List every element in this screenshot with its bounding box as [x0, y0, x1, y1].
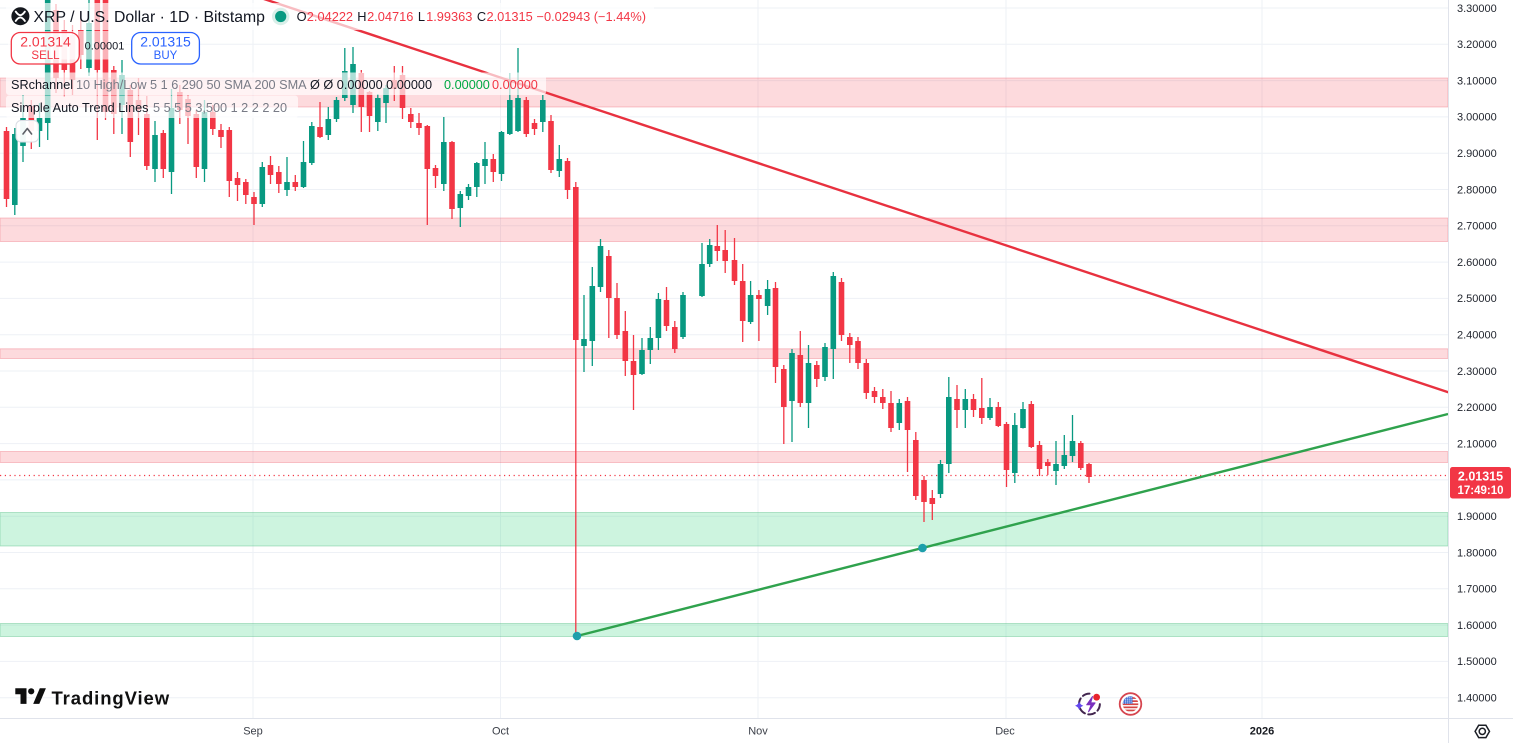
svg-text:2.01314: 2.01314 [20, 34, 71, 50]
svg-text:1.90000: 1.90000 [1457, 511, 1497, 523]
svg-text:5 5 5 5 3,500 1 2 2 2 20: 5 5 5 5 3,500 1 2 2 2 20 [153, 101, 287, 115]
svg-text:2.20000: 2.20000 [1457, 402, 1497, 414]
svg-text:H: H [357, 9, 366, 24]
svg-text:2.01315: 2.01315 [140, 34, 191, 50]
svg-text:1.60000: 1.60000 [1457, 620, 1497, 632]
svg-text:2.50000: 2.50000 [1457, 293, 1497, 305]
svg-text:0.00001: 0.00001 [85, 41, 125, 53]
svg-text:Nov: Nov [748, 726, 768, 738]
svg-text:2.10000: 2.10000 [1457, 438, 1497, 450]
svg-text:2.04222: 2.04222 [307, 9, 353, 24]
svg-text:3.20000: 3.20000 [1457, 39, 1497, 51]
svg-text:17:49:10: 17:49:10 [1457, 485, 1503, 497]
svg-text:2026: 2026 [1250, 726, 1274, 738]
svg-text:0.00000: 0.00000 [492, 78, 538, 92]
svg-text:SRchannel: SRchannel [11, 78, 73, 92]
svg-text:C: C [477, 9, 486, 24]
svg-text:1.40000: 1.40000 [1457, 693, 1497, 705]
svg-text:SELL: SELL [31, 50, 60, 62]
svg-text:O: O [297, 9, 307, 24]
svg-text:3.10000: 3.10000 [1457, 75, 1497, 87]
svg-text:Ø Ø 0.00000 0.00000: Ø Ø 0.00000 0.00000 [310, 78, 432, 92]
svg-text:10 High/Low 5 1 6 290 50 SMA 2: 10 High/Low 5 1 6 290 50 SMA 200 SMA [76, 78, 307, 92]
svg-text:BUY: BUY [154, 50, 178, 62]
svg-text:Sep: Sep [243, 726, 263, 738]
svg-text:2.70000: 2.70000 [1457, 221, 1497, 233]
svg-text:3.30000: 3.30000 [1457, 3, 1497, 15]
svg-text:XRP / U.S. Dollar · 1D · Bitst: XRP / U.S. Dollar · 1D · Bitstamp [34, 9, 266, 26]
svg-text:1.99363: 1.99363 [426, 9, 472, 24]
svg-text:Oct: Oct [492, 726, 509, 738]
svg-text:−0.02943 (−1.44%): −0.02943 (−1.44%) [537, 9, 647, 24]
svg-text:2.80000: 2.80000 [1457, 184, 1497, 196]
svg-text:2.90000: 2.90000 [1457, 148, 1497, 160]
svg-text:2.01315: 2.01315 [487, 9, 533, 24]
svg-text:1.50000: 1.50000 [1457, 656, 1497, 668]
svg-text:0.00000: 0.00000 [444, 78, 490, 92]
svg-text:1.80000: 1.80000 [1457, 547, 1497, 559]
svg-text:Dec: Dec [995, 726, 1015, 738]
svg-text:1.70000: 1.70000 [1457, 584, 1497, 596]
svg-text:TradingView: TradingView [52, 688, 171, 709]
svg-text:2.60000: 2.60000 [1457, 257, 1497, 269]
svg-text:Simple Auto Trend Lines: Simple Auto Trend Lines [11, 101, 149, 115]
svg-text:2.30000: 2.30000 [1457, 366, 1497, 378]
svg-text:2.04716: 2.04716 [367, 9, 413, 24]
svg-text:2.01315: 2.01315 [1458, 470, 1503, 484]
svg-text:L: L [418, 9, 425, 24]
svg-text:3.00000: 3.00000 [1457, 112, 1497, 124]
svg-text:2.40000: 2.40000 [1457, 330, 1497, 342]
